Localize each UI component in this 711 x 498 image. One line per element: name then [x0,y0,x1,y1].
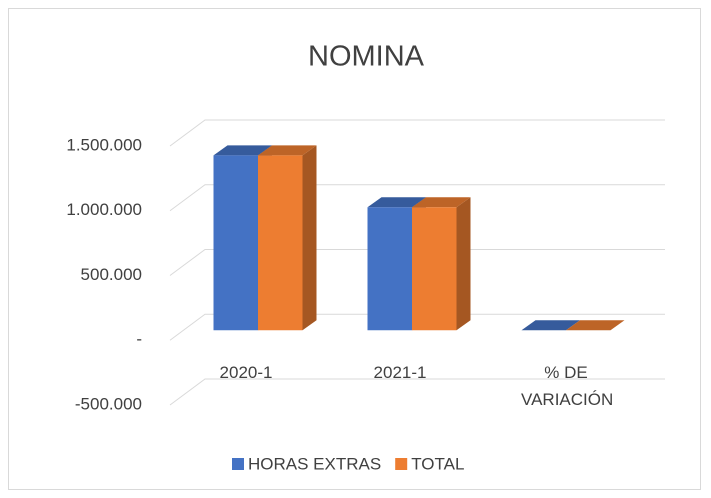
bar [566,320,625,331]
bar-face [412,197,471,208]
bar-face [213,145,272,156]
bar-face [213,155,258,331]
bar-face [521,320,580,331]
bar-face [566,320,625,331]
bar [521,320,580,331]
y-tick-label: -500.000 [75,394,142,413]
grid-line [169,119,665,147]
bar-face [456,197,471,331]
grid-line [169,313,665,341]
bar-face [412,207,457,331]
y-tick-label: 1.500.000 [66,135,142,154]
y-tick-label: - [136,330,142,349]
legend-swatch [232,458,244,470]
bar-face [258,145,317,156]
grid-line [169,184,665,212]
grid-line [169,249,665,276]
bar-face [367,207,412,331]
chart-title: NOMINA [308,41,425,73]
x-tick-label: 2021-1 [373,363,427,382]
x-tick-label: 2020-1 [219,363,273,382]
bar [258,145,317,331]
legend-label: HORAS EXTRAS [248,454,381,473]
bar [412,197,471,331]
grid-line [169,378,665,406]
y-tick-label: 1.000.000 [66,200,142,219]
legend-label: TOTAL [411,454,464,473]
x-tick-label: % DE VARIACIÓN [521,363,614,409]
y-tick-label: 500.000 [81,265,142,284]
bar-face [302,145,317,331]
legend-swatch [395,458,408,470]
bar-face [367,197,426,208]
bar-face [258,155,303,331]
